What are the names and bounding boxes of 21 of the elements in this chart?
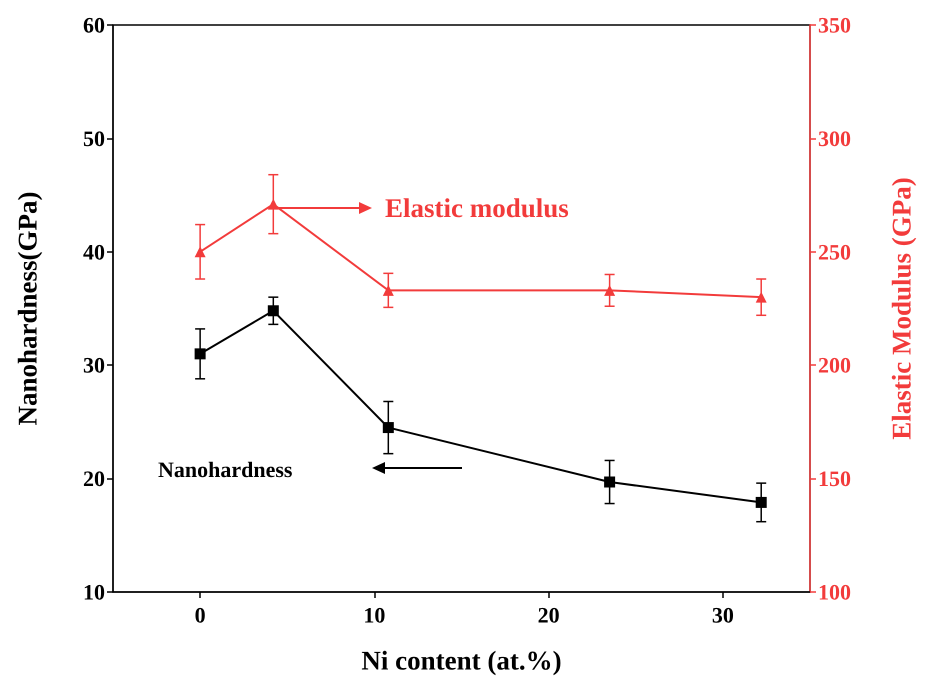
y2-tick-label: 100 bbox=[818, 580, 851, 604]
y-axis-title: Nanohardness(GPa) bbox=[12, 191, 42, 426]
y2-axis-title: Elastic Modulus (GPa) bbox=[886, 177, 916, 440]
x-tick-label: 30 bbox=[712, 602, 734, 628]
x-axis-title: Ni content (at.%) bbox=[361, 646, 562, 676]
x-tick-label: 0 bbox=[194, 602, 206, 628]
y2-tick-label: 200 bbox=[818, 352, 851, 378]
x-tick-label: 20 bbox=[538, 602, 560, 628]
y2-tick-label: 300 bbox=[818, 126, 851, 151]
y-tick-label: 20 bbox=[83, 466, 105, 492]
y2-tick-label: 350 bbox=[818, 12, 851, 38]
annotation: Elastic modulus bbox=[385, 193, 569, 223]
x-tick-label: 10 bbox=[363, 602, 386, 628]
y-tick-label: 40 bbox=[83, 239, 105, 264]
y-tick-label: 50 bbox=[83, 126, 105, 151]
y-tick-label: 30 bbox=[83, 352, 105, 378]
y2-tick-label: 250 bbox=[818, 239, 851, 264]
y-tick-label: 10 bbox=[83, 580, 105, 604]
y-tick-label: 60 bbox=[83, 12, 105, 38]
annotation: Nanohardness bbox=[158, 457, 293, 482]
y2-tick-label: 150 bbox=[818, 466, 851, 492]
